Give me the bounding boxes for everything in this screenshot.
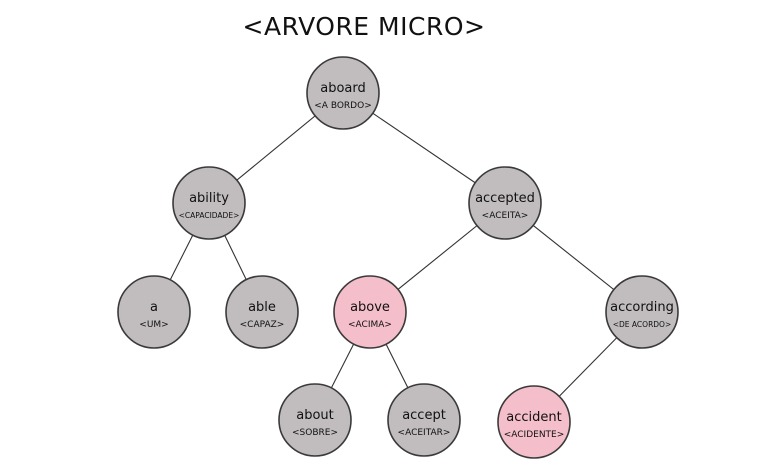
node-circle: [172, 166, 246, 240]
node-word: accident: [506, 410, 561, 425]
node-word: according: [610, 300, 674, 315]
node-circle: [468, 166, 542, 240]
nodes-layer: aboard <A BORDO> ability <CAPACIDADE> accept…: [117, 56, 679, 459]
tree-node-ability: ability <CAPACIDADE>: [172, 166, 246, 240]
node-circle: [333, 275, 407, 349]
node-circle: [306, 56, 380, 130]
node-word: accepted: [475, 191, 535, 206]
node-translation: <DE ACORDO>: [613, 320, 672, 329]
tree-node-above: above <ACIMA>: [333, 275, 407, 349]
node-translation: <ACEITAR>: [398, 428, 451, 438]
node-word: aboard: [320, 81, 366, 96]
tree-node-accepted: accepted <ACEITA>: [468, 166, 542, 240]
diagram-title: <ARVORE MICRO>: [242, 12, 486, 41]
node-word: about: [296, 408, 334, 423]
tree-node-a: a <UM>: [117, 275, 191, 349]
tree-node-according: according <DE ACORDO>: [605, 275, 679, 349]
node-circle: [225, 275, 299, 349]
node-circle: [605, 275, 679, 349]
tree-node-able: able <CAPAZ>: [225, 275, 299, 349]
node-word: a: [150, 300, 158, 315]
tree-node-accident: accident <ACIDENTE>: [497, 385, 571, 459]
node-translation: <ACEITA>: [482, 211, 529, 221]
tree-node-accept: accept <ACEITAR>: [387, 383, 461, 457]
node-word: able: [248, 300, 276, 315]
node-circle: [278, 383, 352, 457]
node-word: ability: [189, 191, 229, 206]
node-translation: <ACIMA>: [348, 320, 392, 330]
tree-node-aboard: aboard <A BORDO>: [306, 56, 380, 130]
node-circle: [387, 383, 461, 457]
node-translation: <CAPAZ>: [240, 320, 285, 330]
node-word: above: [350, 300, 390, 315]
edges-layer: [153, 92, 643, 423]
node-circle: [497, 385, 571, 459]
node-translation: <SOBRE>: [292, 428, 338, 438]
node-translation: <UM>: [139, 320, 168, 330]
node-translation: <CAPACIDADE>: [179, 211, 240, 220]
tree-node-about: about <SOBRE>: [278, 383, 352, 457]
node-circle: [117, 275, 191, 349]
node-translation: <ACIDENTE>: [504, 430, 565, 440]
node-translation: <A BORDO>: [314, 101, 371, 111]
node-word: accept: [402, 408, 446, 423]
